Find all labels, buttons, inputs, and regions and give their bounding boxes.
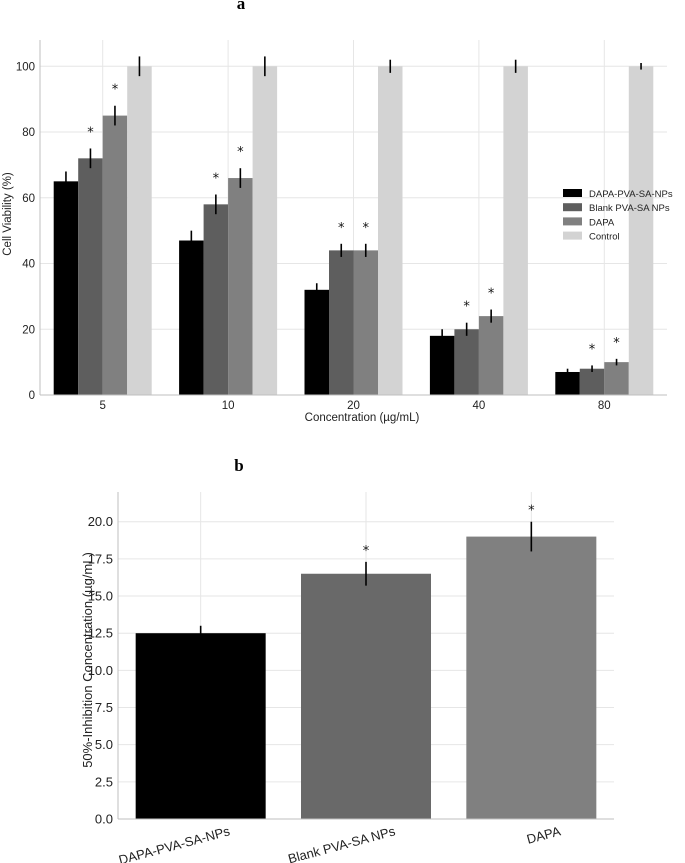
y-tick-label: 100 xyxy=(16,61,35,73)
bar xyxy=(628,66,654,395)
bar xyxy=(127,66,152,395)
x-tick-label: 10 xyxy=(222,400,235,412)
y-tick-label: 7.5 xyxy=(95,700,113,715)
bar xyxy=(252,66,278,395)
bar xyxy=(579,368,605,395)
legend-swatch xyxy=(563,231,582,240)
panel-a-label: a xyxy=(237,0,246,13)
legend-swatch xyxy=(563,217,582,226)
significance-star: * xyxy=(338,221,345,236)
legend-label: Control xyxy=(589,232,620,243)
bar xyxy=(329,250,354,395)
panel-b-y-axis-title: 50%-Inhibition Concentration (µg/mL) xyxy=(80,552,95,768)
y-tick-label: 17.5 xyxy=(88,551,113,566)
panel-a-significance-markers: * * * * * * * * * * xyxy=(87,83,620,358)
bar xyxy=(378,66,403,395)
bar xyxy=(353,250,378,395)
y-tick-label: 5.0 xyxy=(95,737,113,752)
significance-star: * xyxy=(589,342,596,357)
bar xyxy=(102,115,128,395)
bar xyxy=(503,66,528,395)
significance-star: * xyxy=(363,221,370,236)
panel-b-x-tick-labels: DAPA-PVA-SA-NPs Blank PVA-SA NPs DAPA xyxy=(117,823,562,863)
y-tick-label: 10.0 xyxy=(88,663,113,678)
bar xyxy=(429,335,455,395)
panel-a-y-axis-title: Cell Viability (%) xyxy=(2,172,14,256)
y-tick-label: 40 xyxy=(22,259,35,271)
y-tick-label: 2.5 xyxy=(95,774,113,789)
panel-a-legend: DAPA-PVA-SA-NPs Blank PVA-SA NPs DAPA Contr… xyxy=(563,189,673,243)
significance-star: * xyxy=(363,544,370,559)
panel-a-error-bars xyxy=(65,56,642,376)
y-tick-label: 12.5 xyxy=(88,626,113,641)
legend-label: DAPA-PVA-SA-NPs xyxy=(589,189,673,200)
bar xyxy=(304,289,329,395)
significance-star: * xyxy=(528,504,535,519)
y-tick-label: 20 xyxy=(22,324,35,336)
bar xyxy=(203,204,229,395)
bar xyxy=(604,362,629,395)
significance-star: * xyxy=(112,83,119,98)
x-tick-label: DAPA xyxy=(525,823,562,846)
panel-a-axes xyxy=(39,40,667,396)
bar xyxy=(53,181,79,395)
bar xyxy=(179,240,204,395)
y-tick-label: 60 xyxy=(22,193,35,205)
legend-label: DAPA xyxy=(589,217,615,228)
bar xyxy=(228,178,253,395)
panel-b-y-tick-labels: 0.0 2.5 5.0 7.5 10.0 12.5 15.0 17.5 20.0 xyxy=(88,514,113,826)
significance-star: * xyxy=(463,300,470,315)
x-tick-label: 40 xyxy=(473,400,486,412)
bar xyxy=(466,536,597,819)
significance-star: * xyxy=(237,145,244,160)
bar xyxy=(454,329,479,395)
panel-a-x-tick-labels: 5 10 20 40 80 xyxy=(99,400,610,412)
x-tick-label: Blank PVA-SA NPs xyxy=(286,823,397,863)
bar xyxy=(555,371,580,395)
panel-a-x-axis-title: Concentration (µg/mL) xyxy=(305,412,420,424)
panel-b-chart: b ** 0.02.55.07.510.012.515.017.520.0 DA… xyxy=(80,456,614,863)
y-tick-label: 0 xyxy=(29,390,35,402)
significance-star: * xyxy=(613,336,620,351)
bar xyxy=(135,633,266,819)
x-tick-label: DAPA-PVA-SA-NPs xyxy=(117,823,232,863)
bar xyxy=(478,316,504,395)
x-tick-label: 20 xyxy=(347,400,360,412)
significance-star: * xyxy=(87,125,94,140)
panel-b-error-bars xyxy=(199,521,533,641)
legend-swatch xyxy=(563,203,582,212)
x-tick-label: 80 xyxy=(598,400,611,412)
x-tick-label: 5 xyxy=(99,400,105,412)
significance-star: * xyxy=(213,171,220,186)
panel-a-chart: a * * * * * * * * * * 0 20 40 60 80 100 5 10 20 40 80 Conc… xyxy=(2,0,673,424)
y-tick-label: 0.0 xyxy=(95,812,113,827)
y-tick-label: 80 xyxy=(22,127,35,139)
legend-swatch xyxy=(563,189,582,197)
significance-star: * xyxy=(488,287,495,302)
bar xyxy=(78,158,103,395)
panel-b-label: b xyxy=(234,456,243,475)
panel-a-y-tick-labels: 0 20 40 60 80 100 xyxy=(16,61,35,402)
y-tick-label: 15.0 xyxy=(88,589,113,604)
legend-label: Blank PVA-SA NPs xyxy=(589,203,670,214)
panel-b-bars xyxy=(135,536,597,819)
panel-b-significance-markers: ** xyxy=(363,504,535,559)
panel-b-axes xyxy=(117,492,614,820)
bar xyxy=(301,573,431,819)
panel-a-bars xyxy=(53,66,654,395)
y-tick-label: 20.0 xyxy=(88,514,113,529)
